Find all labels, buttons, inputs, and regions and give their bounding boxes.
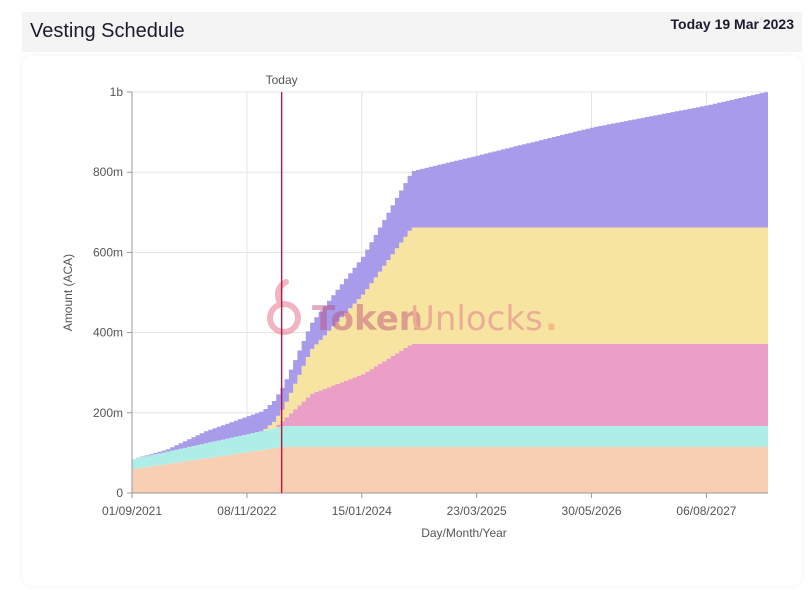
x-tick-label: 15/01/2024 bbox=[332, 504, 392, 518]
series-areas bbox=[132, 92, 768, 493]
series-area-4 bbox=[132, 227, 768, 459]
y-tick-label: 200m bbox=[93, 406, 123, 420]
series-area-2 bbox=[132, 426, 768, 469]
watermark-dot: . bbox=[545, 299, 558, 339]
x-tick-label: 01/09/2021 bbox=[102, 504, 162, 518]
y-tick-label: 1b bbox=[110, 85, 124, 99]
series-area-5 bbox=[132, 92, 768, 459]
y-tick-label: 600m bbox=[93, 245, 123, 259]
y-axis-title: Amount (ACA) bbox=[61, 254, 75, 331]
series-area-1 bbox=[132, 446, 768, 493]
page-title: Vesting Schedule bbox=[30, 20, 185, 42]
today-date-label: Today 19 Mar 2023 bbox=[670, 16, 794, 32]
today-marker-label: Today bbox=[266, 73, 298, 87]
y-tick-label: 400m bbox=[93, 326, 123, 340]
y-tick-label: 800m bbox=[93, 165, 123, 179]
watermark-logo-ring bbox=[267, 301, 301, 335]
x-axis-title: Day/Month/Year bbox=[421, 526, 507, 540]
header-bar: Vesting Schedule Today 19 Mar 2023 bbox=[22, 12, 802, 52]
series-area-3 bbox=[132, 343, 768, 459]
x-tick-label: 06/08/2027 bbox=[676, 504, 736, 518]
watermark-logo-tail bbox=[275, 279, 289, 307]
watermark-text-bold: Token bbox=[312, 299, 423, 339]
y-tick-label: 0 bbox=[116, 486, 123, 500]
x-tick-label: 30/05/2026 bbox=[562, 504, 622, 518]
x-tick-label: 08/11/2022 bbox=[217, 504, 276, 518]
x-tick-label: 23/03/2025 bbox=[447, 504, 507, 518]
watermark-text-light: Unlocks bbox=[410, 299, 543, 339]
chart-card: Token Unlocks. 0 200m 400m 600m 800m 1b 01/09/20… bbox=[22, 56, 802, 586]
